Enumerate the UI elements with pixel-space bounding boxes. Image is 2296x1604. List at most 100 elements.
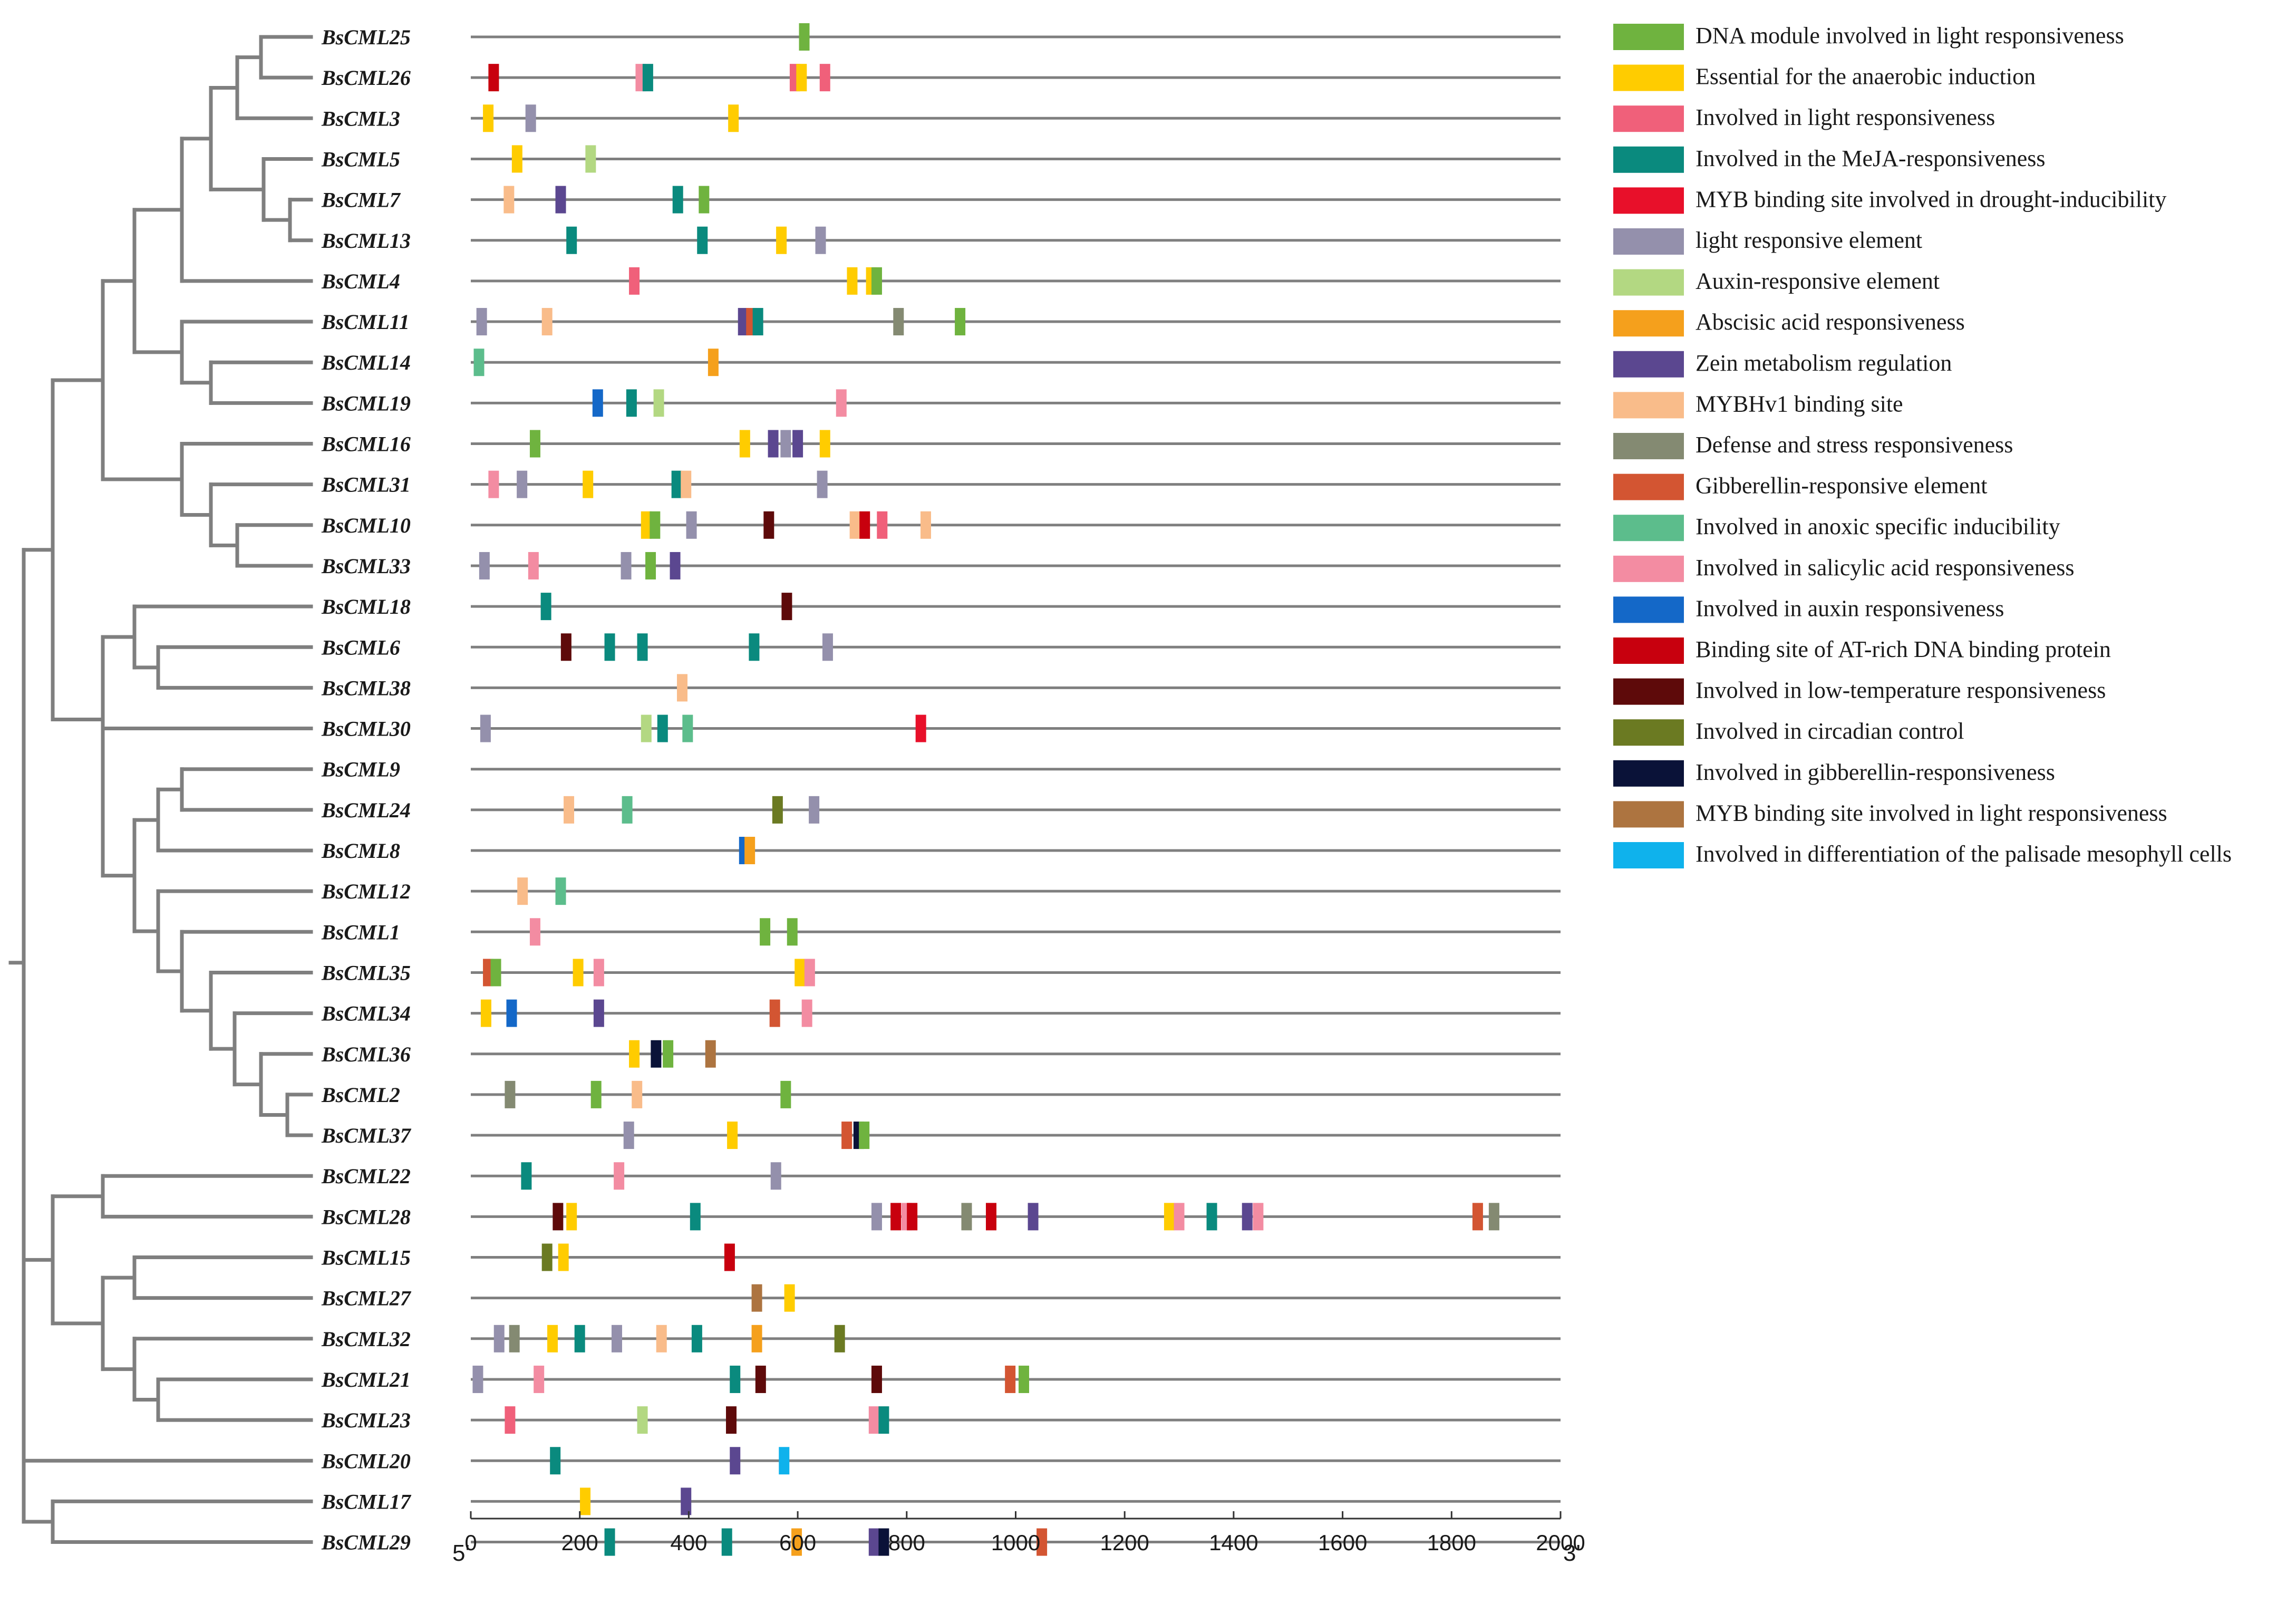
cis-element-box (836, 389, 847, 417)
legend-swatch (1613, 760, 1684, 787)
cis-element-box (841, 1122, 852, 1149)
cis-element-box (592, 389, 603, 417)
cis-element-box (1253, 1203, 1264, 1231)
axis-tick-label: 1800 (1427, 1530, 1476, 1555)
cis-element-box (593, 959, 604, 987)
legend-label: Auxin-responsive element (1696, 268, 1940, 294)
cis-element-box (796, 64, 807, 92)
legend-swatch (1613, 801, 1684, 828)
cis-element-box (642, 64, 653, 92)
cis-element-box (553, 1203, 564, 1231)
cis-element-box (792, 430, 803, 458)
legend-swatch (1613, 474, 1684, 500)
cis-element-box (763, 511, 774, 539)
gene-label: BsCML4 (321, 269, 400, 293)
legend-swatch (1613, 596, 1684, 623)
x-axis: 5' 3' 0 200 400 600 800 1000 1200 1400 1600 1800 2… (452, 1511, 1585, 1566)
gene-label: BsCML18 (321, 595, 411, 619)
cis-element-box (708, 349, 719, 376)
five-prime-label: 5' (452, 1540, 470, 1566)
cis-element-box (505, 1080, 516, 1108)
cis-element-box (1472, 1203, 1483, 1231)
cis-element-box (483, 104, 494, 132)
cis-element-box (804, 959, 815, 987)
cis-element-box (871, 1365, 882, 1393)
cis-element-box (641, 511, 652, 539)
cis-element-box (541, 1243, 553, 1271)
cis-element-box (738, 308, 749, 336)
legend-label: Involved in low-temperature responsivene… (1696, 678, 2106, 703)
cis-element-box (656, 1325, 667, 1352)
legend-label: MYB binding site involved in light respo… (1696, 800, 2167, 826)
legend-swatch (1613, 187, 1684, 214)
legend-label: Involved in differentiation of the palis… (1696, 841, 2232, 867)
cis-element-box (566, 226, 577, 254)
cis-element-box (893, 308, 904, 336)
cis-element-box (604, 633, 615, 661)
legend-swatch (1613, 842, 1684, 868)
cis-element-box (611, 1325, 622, 1352)
cis-element-box (817, 470, 828, 498)
gene-label: BsCML37 (321, 1124, 412, 1147)
cis-element-box (564, 796, 575, 824)
cis-element-box (681, 1487, 692, 1515)
cis-element-box (566, 1203, 577, 1231)
cis-element-box (878, 1406, 889, 1434)
legend-label: Involved in the MeJA-responsiveness (1696, 146, 2046, 171)
cis-element-box (809, 796, 820, 824)
gene-label: BsCML16 (321, 432, 411, 456)
cis-element-box (525, 104, 536, 132)
cis-element-box (760, 918, 771, 946)
cis-element-box (955, 308, 966, 336)
cis-element-box (590, 1080, 602, 1108)
axis-tick-label: 800 (888, 1530, 925, 1555)
gene-label: BsCML28 (321, 1205, 411, 1229)
cis-element-box (770, 1162, 781, 1190)
cis-element-box (744, 837, 755, 864)
legend-label: Gibberellin-responsive element (1696, 473, 1987, 499)
gene-label: BsCML32 (321, 1327, 411, 1351)
gene-label: BsCML33 (321, 554, 411, 578)
legend-label: Involved in anoxic specific inducibility (1696, 514, 2060, 539)
cis-element-box (681, 470, 692, 498)
cis-element-box (751, 1284, 762, 1312)
gene-label: BsCML25 (321, 25, 411, 49)
cis-element-box (629, 1040, 640, 1068)
cis-element-box (479, 552, 490, 579)
cis-element-box (739, 430, 750, 458)
cis-element-box (871, 1203, 882, 1231)
cis-element-box (819, 430, 830, 458)
legend-swatch (1613, 269, 1684, 296)
legend-swatch (1613, 555, 1684, 582)
cis-element-box (637, 1406, 648, 1434)
cis-element-box (697, 226, 708, 254)
gene-label: BsCML6 (321, 635, 400, 659)
legend-swatch (1613, 228, 1684, 255)
gene-label: BsCML21 (321, 1368, 411, 1392)
axis-tick-label: 1600 (1318, 1530, 1367, 1555)
gene-label: BsCML17 (321, 1490, 412, 1513)
cis-element-box (724, 1243, 735, 1271)
cis-element-box (632, 1080, 643, 1108)
cis-element-box (657, 714, 668, 742)
cis-element-box (574, 1325, 585, 1352)
cis-element-box (480, 714, 491, 742)
cis-element-box (847, 267, 858, 295)
cis-element-box (1028, 1203, 1039, 1231)
cis-element-box (868, 1406, 879, 1434)
legend-swatch (1613, 719, 1684, 746)
cis-element-box (488, 64, 499, 92)
legend-swatch (1613, 392, 1684, 419)
cis-element-box (505, 1406, 516, 1434)
gene-label: BsCML15 (321, 1246, 411, 1270)
cis-element-box (822, 633, 833, 661)
cis-element-box (541, 308, 553, 336)
cis-element-box (871, 267, 882, 295)
gene-label: BsCML1 (321, 920, 400, 944)
cis-element-box (751, 1325, 762, 1352)
gene-label: BsCML3 (321, 107, 400, 130)
cis-element-box (583, 470, 594, 498)
cis-element-box (819, 64, 830, 92)
cis-element-box (645, 552, 656, 579)
cis-element-box (503, 186, 515, 214)
